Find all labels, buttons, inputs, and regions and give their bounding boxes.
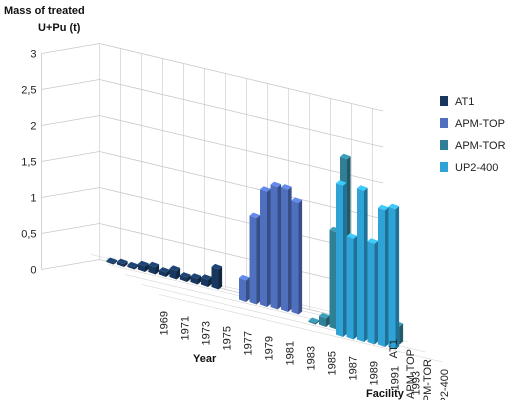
- bar-AT1-1979: [211, 263, 223, 290]
- bars: [106, 153, 404, 350]
- y-tick-label: 0: [30, 265, 36, 277]
- x-tick-label: 1993: [411, 371, 423, 395]
- y-tick-label: 1: [30, 193, 36, 205]
- gridline-left: [41, 151, 100, 162]
- legend: AT1 APM-TOP APM-TOR UP2-400: [440, 96, 506, 174]
- bar-UP2-400-1989: [367, 238, 379, 345]
- bar-AT1-1976: [180, 272, 191, 282]
- y-tick-label: 1,5: [21, 157, 36, 169]
- gridline-floor: [158, 294, 443, 363]
- bar-UP2-400-1988: [357, 185, 368, 342]
- gridline-left: [41, 187, 100, 198]
- x-tick-label: 1973: [201, 321, 213, 345]
- facility-tick-label: APM-TOP: [405, 349, 417, 399]
- bar-APM-TOP-1983: [270, 181, 282, 310]
- bar-AT1-1973: [148, 261, 160, 275]
- y-tick-label: 0,5: [21, 229, 36, 241]
- bar-UP2-400-1991: [388, 203, 400, 350]
- bar-APM-TOR-1985: [308, 317, 320, 325]
- y-tick-label: 2: [30, 121, 36, 133]
- facility-tick-label: APM-TOR: [422, 359, 434, 400]
- bar-AT1-1977: [190, 273, 202, 285]
- bar-APM-TOP-1984: [281, 184, 292, 312]
- bar-AT1-1969: [106, 257, 118, 265]
- legend-swatch: [440, 96, 448, 106]
- bar-APM-TOP-1981: [249, 212, 261, 305]
- facility-axis-title: Facility: [366, 388, 405, 400]
- legend-label: UP2-400: [455, 162, 498, 174]
- x-tick-label: 1985: [327, 351, 339, 375]
- x-axis-title: Year: [193, 353, 217, 365]
- gridline-left: [41, 79, 100, 90]
- bar-APM-TOR-1986: [319, 312, 330, 327]
- legend-swatch: [440, 118, 448, 128]
- bar-AT1-1975: [169, 265, 181, 280]
- bar-APM-TOP-1982: [260, 186, 271, 307]
- x-tick-label: 1971: [180, 316, 192, 340]
- y-axis-ticks: 0 0,5 1 1,5 2 2,5 3: [21, 49, 36, 277]
- legend-swatch: [440, 162, 448, 172]
- facility-axis-ticks: AT1 APM-TOP APM-TOR UP2-400: [388, 339, 451, 400]
- x-tick-label: 1991: [390, 366, 402, 390]
- gridline-left: [41, 259, 100, 270]
- gridline-back: [99, 115, 384, 184]
- bar-UP2-400-1986: [336, 180, 347, 337]
- y-tick-label: 2,5: [21, 85, 36, 97]
- gridline-left: [41, 115, 100, 126]
- bar-APM-TOP-1985: [291, 197, 303, 315]
- bar-AT1-1978: [201, 274, 212, 287]
- x-tick-label: 1969: [159, 311, 171, 335]
- gridline-back: [99, 79, 384, 148]
- facility-tick-label: AT1: [388, 339, 400, 358]
- legend-label: APM-TOR: [455, 140, 506, 152]
- facility-tick-label: UP2-400: [439, 369, 451, 400]
- y-axis-title-line1: Mass of treated: [4, 5, 85, 17]
- bar-AT1-1970: [117, 258, 128, 267]
- bar-UP2-400-1987: [346, 233, 358, 340]
- x-axis-ticks: 1969 1971 1973 1975 1977 1979 1981 1983 1985 1987…: [159, 311, 423, 395]
- x-tick-label: 1977: [243, 331, 255, 355]
- gridline-left: [41, 223, 100, 234]
- legend-swatch: [440, 140, 448, 150]
- y-tick-label: 3: [30, 49, 36, 61]
- x-tick-label: 1989: [369, 361, 381, 385]
- gridline-back: [99, 43, 384, 112]
- bar-APM-TOP-1980: [239, 274, 250, 302]
- x-tick-label: 1979: [264, 336, 276, 360]
- x-tick-label: 1983: [306, 346, 318, 370]
- bar-AT1-1974: [159, 267, 170, 277]
- x-tick-label: 1981: [285, 341, 297, 365]
- legend-label: APM-TOP: [455, 118, 505, 130]
- gridline-back: [99, 151, 384, 220]
- x-tick-label: 1987: [348, 356, 360, 380]
- bar-AT1-1971: [127, 261, 139, 270]
- y-axis-title-line2: U+Pu (t): [38, 22, 81, 34]
- bar-AT1-1972: [138, 260, 149, 272]
- legend-label: AT1: [455, 96, 474, 108]
- x-tick-label: 1975: [222, 326, 234, 350]
- bar-UP2-400-1990: [378, 204, 389, 347]
- gridline-left: [41, 43, 100, 54]
